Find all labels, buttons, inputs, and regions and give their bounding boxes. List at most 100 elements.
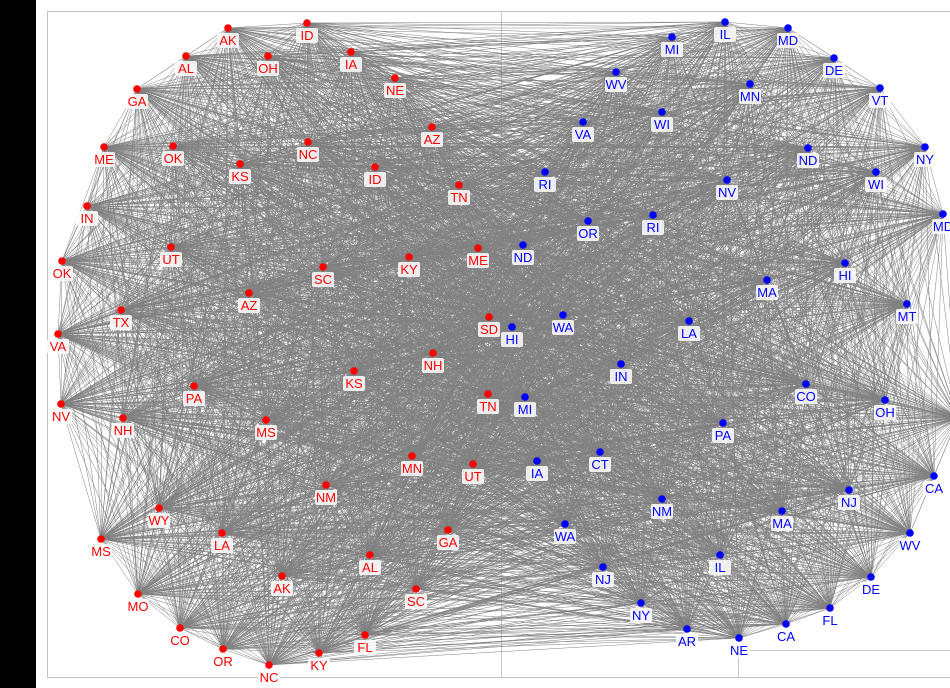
- graph-node[interactable]: PA: [183, 382, 205, 406]
- graph-node[interactable]: AZ: [421, 123, 443, 147]
- graph-node[interactable]: CO: [795, 380, 817, 404]
- node-dot[interactable]: [264, 52, 272, 60]
- graph-node[interactable]: PA: [712, 419, 734, 443]
- graph-node[interactable]: TN: [448, 181, 470, 205]
- graph-node[interactable]: NC: [258, 661, 280, 685]
- node-dot[interactable]: [841, 259, 849, 267]
- graph-node[interactable]: IL: [714, 18, 736, 42]
- graph-node[interactable]: WI: [651, 108, 673, 132]
- node-dot[interactable]: [668, 33, 676, 41]
- node-dot[interactable]: [658, 495, 666, 503]
- node-dot[interactable]: [265, 661, 273, 669]
- graph-node[interactable]: HI: [501, 323, 523, 347]
- node-dot[interactable]: [474, 244, 482, 252]
- graph-node[interactable]: KS: [229, 160, 251, 184]
- node-dot[interactable]: [867, 573, 875, 581]
- node-dot[interactable]: [541, 168, 549, 176]
- graph-node[interactable]: HI: [834, 259, 856, 283]
- node-dot[interactable]: [391, 74, 399, 82]
- graph-node[interactable]: MN: [401, 452, 423, 476]
- graph-node[interactable]: ME: [467, 244, 489, 268]
- node-dot[interactable]: [304, 138, 312, 146]
- graph-node[interactable]: MS: [90, 535, 112, 559]
- node-dot[interactable]: [763, 276, 771, 284]
- graph-node[interactable]: OR: [212, 645, 234, 669]
- graph-node[interactable]: AL: [359, 551, 381, 575]
- graph-node[interactable]: NV: [50, 400, 72, 424]
- graph-node[interactable]: MA: [771, 507, 793, 531]
- graph-node[interactable]: MN: [739, 80, 761, 104]
- graph-node[interactable]: RI: [534, 168, 556, 192]
- node-dot[interactable]: [637, 599, 645, 607]
- graph-node[interactable]: LA: [678, 317, 700, 341]
- graph-node[interactable]: LA: [211, 529, 233, 553]
- node-dot[interactable]: [97, 535, 105, 543]
- node-dot[interactable]: [521, 393, 529, 401]
- node-dot[interactable]: [54, 330, 62, 338]
- graph-node[interactable]: NH: [422, 349, 444, 373]
- graph-node[interactable]: ID: [296, 19, 318, 43]
- graph-node[interactable]: MO: [127, 590, 149, 614]
- node-dot[interactable]: [366, 551, 374, 559]
- graph-node[interactable]: NH: [112, 414, 134, 438]
- graph-node[interactable]: NY: [630, 599, 652, 623]
- node-dot[interactable]: [830, 54, 838, 62]
- node-dot[interactable]: [224, 24, 232, 32]
- node-dot[interactable]: [408, 452, 416, 460]
- graph-node[interactable]: DE: [823, 54, 845, 78]
- node-dot[interactable]: [903, 300, 911, 308]
- node-dot[interactable]: [596, 448, 604, 456]
- graph-node[interactable]: IN: [76, 202, 98, 226]
- graph-node[interactable]: AL: [175, 52, 197, 76]
- node-dot[interactable]: [484, 390, 492, 398]
- graph-node[interactable]: WI: [865, 168, 887, 192]
- node-dot[interactable]: [219, 645, 227, 653]
- graph-node[interactable]: OK: [162, 142, 184, 166]
- node-dot[interactable]: [218, 529, 226, 537]
- graph-node[interactable]: CO: [169, 624, 191, 648]
- graph-node[interactable]: MI: [661, 33, 683, 57]
- node-dot[interactable]: [245, 289, 253, 297]
- graph-node[interactable]: IN: [610, 360, 632, 384]
- graph-node[interactable]: RI: [642, 211, 664, 235]
- graph-node[interactable]: MT: [896, 300, 918, 324]
- node-dot[interactable]: [881, 396, 889, 404]
- graph-node[interactable]: FL: [819, 604, 841, 628]
- node-dot[interactable]: [58, 257, 66, 265]
- node-dot[interactable]: [579, 118, 587, 126]
- graph-node[interactable]: MS: [255, 416, 277, 440]
- graph-node[interactable]: KY: [308, 649, 330, 673]
- node-dot[interactable]: [167, 243, 175, 251]
- graph-node[interactable]: MD: [777, 24, 799, 48]
- graph-node[interactable]: IL: [709, 551, 731, 575]
- node-dot[interactable]: [719, 419, 727, 427]
- graph-node[interactable]: NJ: [838, 486, 860, 510]
- node-dot[interactable]: [169, 142, 177, 150]
- graph-node[interactable]: CT: [589, 448, 611, 472]
- graph-node[interactable]: OH: [257, 52, 279, 76]
- node-dot[interactable]: [930, 472, 938, 480]
- node-dot[interactable]: [599, 563, 607, 571]
- node-dot[interactable]: [133, 85, 141, 93]
- node-dot[interactable]: [735, 634, 743, 642]
- graph-node[interactable]: NE: [728, 634, 750, 658]
- graph-node[interactable]: WA: [554, 520, 576, 544]
- node-dot[interactable]: [872, 168, 880, 176]
- graph-node[interactable]: NM: [315, 481, 337, 505]
- node-dot[interactable]: [746, 80, 754, 88]
- node-dot[interactable]: [117, 306, 125, 314]
- graph-node[interactable]: NV: [716, 176, 738, 200]
- node-dot[interactable]: [559, 311, 567, 319]
- node-dot[interactable]: [485, 313, 493, 321]
- node-dot[interactable]: [303, 19, 311, 27]
- node-dot[interactable]: [236, 160, 244, 168]
- graph-node[interactable]: GA: [437, 526, 459, 550]
- node-dot[interactable]: [469, 460, 477, 468]
- graph-node[interactable]: NY: [914, 143, 936, 167]
- node-dot[interactable]: [533, 457, 541, 465]
- node-dot[interactable]: [519, 241, 527, 249]
- graph-node[interactable]: VT: [869, 84, 891, 108]
- node-dot[interactable]: [876, 84, 884, 92]
- node-dot[interactable]: [782, 620, 790, 628]
- graph-node[interactable]: IA: [340, 48, 362, 72]
